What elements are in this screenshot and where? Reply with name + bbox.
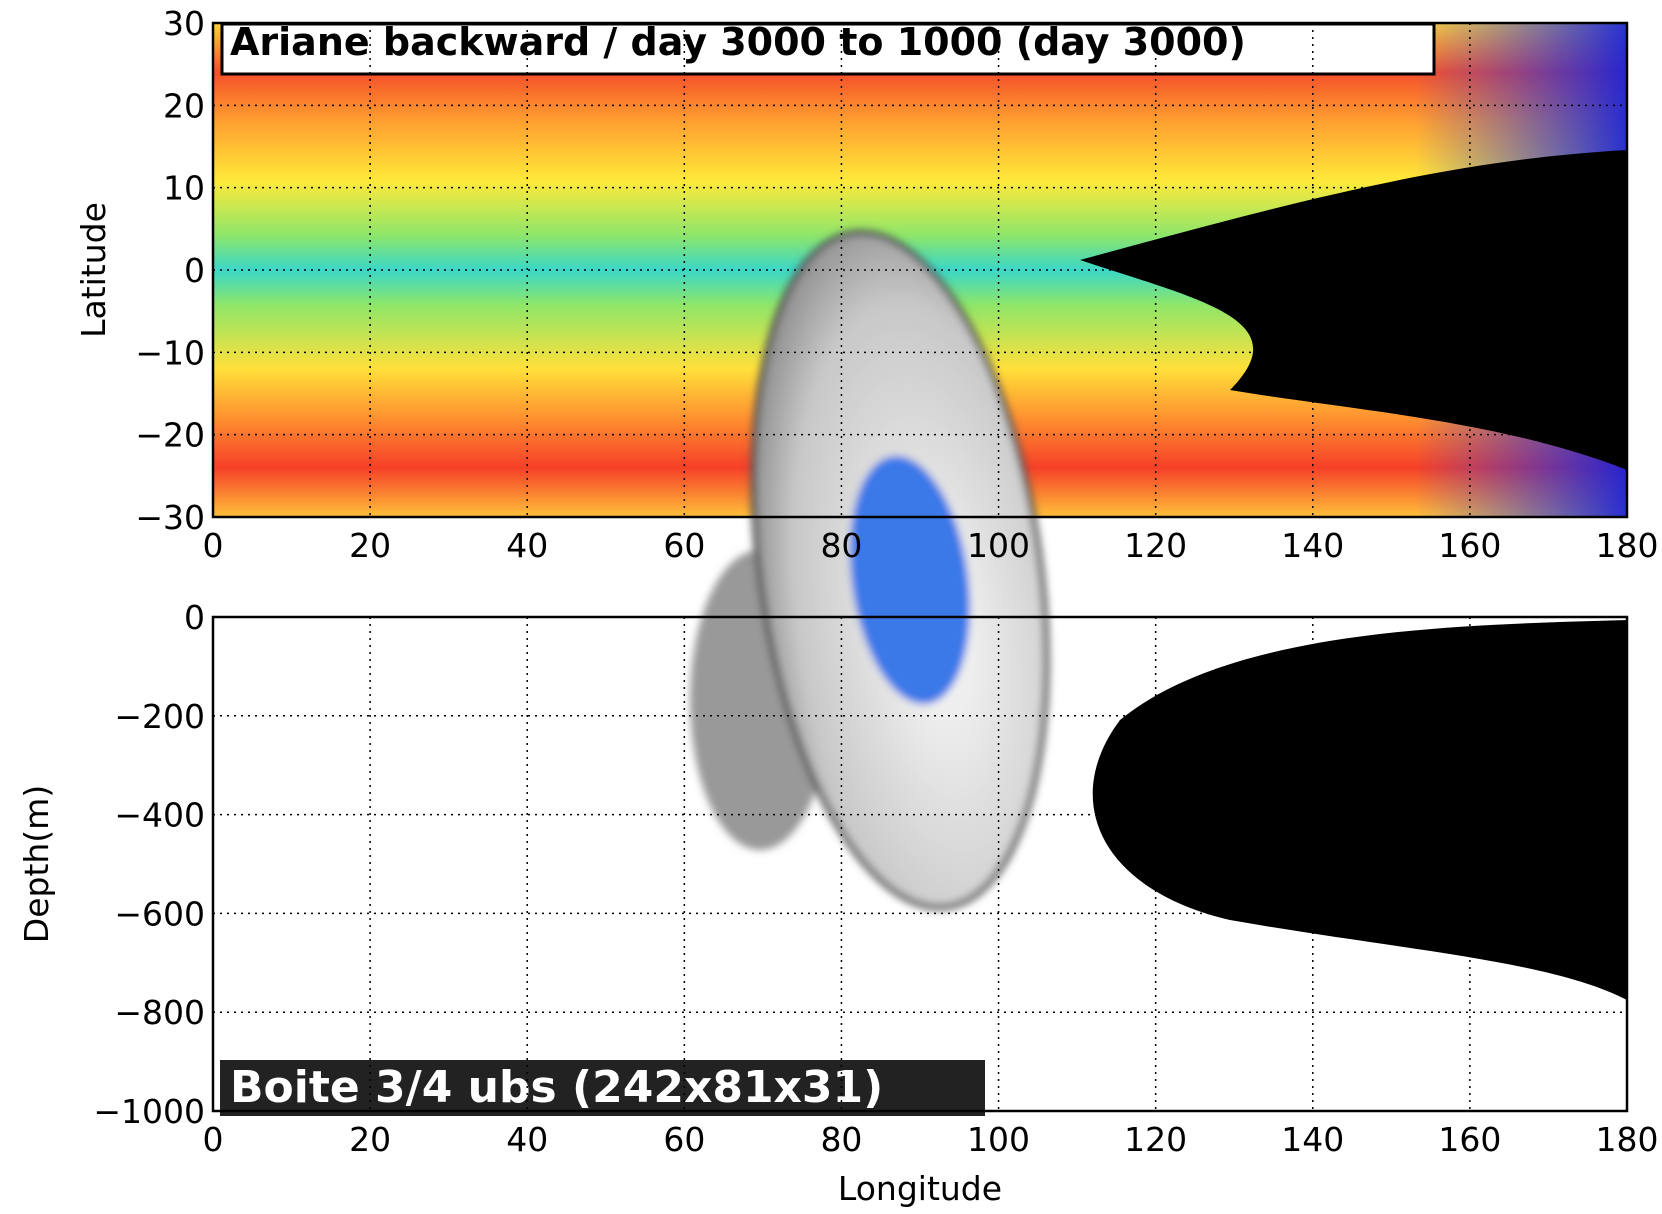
y-tick-label: −200 (114, 697, 205, 736)
y-axis-label: Depth(m) (17, 785, 56, 943)
x-tick-label: 60 (663, 1120, 705, 1159)
trajectories (1092, 620, 1627, 1000)
x-tick-label: 0 (203, 1120, 224, 1159)
x-tick-label: 120 (1124, 1120, 1187, 1159)
x-tick-label: 20 (349, 526, 391, 565)
y-tick-label: −20 (135, 416, 205, 455)
y-tick-label: −600 (114, 894, 205, 933)
trajectories (1080, 150, 1627, 470)
x-tick-label: 80 (820, 526, 862, 565)
y-axis-label: Latitude (74, 202, 113, 338)
annotation: Ariane backward / day 3000 to 1000 (day … (230, 20, 1246, 64)
x-axis-label: Longitude (838, 1169, 1002, 1208)
x-tick-label: 140 (1281, 526, 1344, 565)
x-tick-label: 100 (967, 1120, 1030, 1159)
x-tick-label: 40 (506, 1120, 548, 1159)
y-tick-label: −1000 (93, 1092, 205, 1131)
y-tick-label: 10 (163, 169, 205, 208)
x-tick-label: 100 (967, 526, 1030, 565)
y-tick-label: −10 (135, 333, 205, 372)
y-tick-label: 30 (163, 4, 205, 43)
x-tick-label: 60 (663, 526, 705, 565)
annotation: Boite 3/4 ubs (242x81x31) (230, 1062, 883, 1113)
y-tick-label: 0 (184, 598, 205, 637)
x-tick-label: 180 (1596, 1120, 1659, 1159)
x-tick-label: 160 (1438, 526, 1501, 565)
x-tick-label: 0 (203, 526, 224, 565)
bottom-axes (1092, 620, 1627, 1000)
x-tick-label: 180 (1596, 526, 1659, 565)
x-tick-label: 80 (820, 1120, 862, 1159)
y-tick-label: 20 (163, 86, 205, 125)
x-tick-label: 140 (1281, 1120, 1344, 1159)
x-tick-label: 120 (1124, 526, 1187, 565)
x-tick-label: 20 (349, 1120, 391, 1159)
annotation-box (220, 1060, 985, 1116)
axes-frame (211, 615, 1629, 1113)
axes-frame (211, 21, 1629, 519)
y-tick-label: −30 (135, 498, 205, 537)
y-tick-label: −400 (114, 796, 205, 835)
y-tick-label: −800 (114, 993, 205, 1032)
x-tick-label: 40 (506, 526, 548, 565)
x-tick-label: 160 (1438, 1120, 1501, 1159)
y-tick-label: 0 (184, 251, 205, 290)
